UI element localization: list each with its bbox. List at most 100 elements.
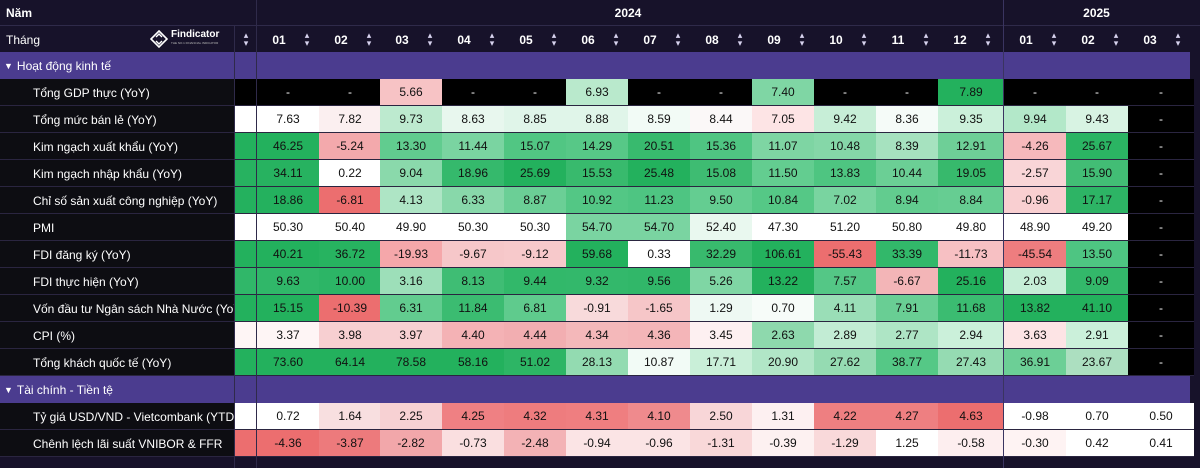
sort-arrows-icon[interactable]: ▴ ▾ [985,30,991,48]
data-cell[interactable]: 2.77 [876,322,938,349]
data-cell[interactable]: -0.39 [752,430,814,457]
data-cell[interactable]: 2.50 [690,403,752,430]
data-cell[interactable]: - [1128,106,1194,133]
data-cell[interactable]: 7.91 [876,295,938,322]
data-cell[interactable]: -1.65 [628,295,690,322]
data-cell[interactable]: 25.48 [628,160,690,187]
data-cell[interactable]: -3.87 [319,430,381,457]
data-cell[interactable]: 49.90 [380,214,442,241]
data-cell[interactable]: - [1128,241,1194,268]
data-cell[interactable]: 33.39 [876,241,938,268]
data-cell[interactable]: 9.42 [814,106,876,133]
data-cell[interactable]: 32.29 [690,241,752,268]
data-cell[interactable]: - [1128,133,1194,160]
data-cell[interactable]: 18.96 [442,160,504,187]
data-cell[interactable]: 0.22 [319,160,381,187]
month-header-2025-03[interactable]: 03 [1143,33,1157,47]
month-header-2024-06[interactable]: 06 [581,33,595,47]
caret-down-icon[interactable]: ▼ [4,61,13,71]
data-cell[interactable]: 52.40 [690,214,752,241]
data-cell[interactable]: 48.90 [1004,214,1066,241]
data-cell[interactable]: 50.30 [442,214,504,241]
data-cell[interactable]: 50.80 [876,214,938,241]
data-cell[interactable]: 7.40 [752,79,814,106]
label-sort-icon[interactable]: ▴ ▾ [243,30,249,48]
data-cell[interactable]: - [1004,79,1066,106]
data-cell[interactable]: 11.07 [752,133,814,160]
data-cell[interactable]: 8.39 [876,133,938,160]
sort-arrows-icon[interactable]: ▴ ▾ [675,30,681,48]
data-cell[interactable]: 0.70 [752,295,814,322]
data-cell[interactable]: 9.50 [690,187,752,214]
data-cell[interactable]: 78.58 [380,349,442,376]
data-cell[interactable]: 10.48 [814,133,876,160]
data-cell[interactable]: 3.37 [257,322,319,349]
data-cell[interactable]: 11.68 [938,295,1004,322]
data-cell[interactable]: 51.02 [504,349,566,376]
data-cell[interactable]: 4.27 [876,403,938,430]
data-cell[interactable]: 64.14 [319,349,381,376]
data-cell[interactable]: -0.91 [566,295,628,322]
month-header-2024-05[interactable]: 05 [519,33,533,47]
data-cell[interactable]: 9.32 [566,268,628,295]
data-cell[interactable]: 8.87 [504,187,566,214]
data-cell[interactable]: 50.30 [257,214,319,241]
data-cell[interactable]: -1.29 [814,430,876,457]
data-cell[interactable]: -4.36 [257,430,319,457]
data-cell[interactable]: 13.30 [380,133,442,160]
data-cell[interactable]: 38.77 [876,349,938,376]
data-cell[interactable]: 4.25 [442,403,504,430]
data-cell[interactable]: -6.81 [319,187,381,214]
data-cell[interactable]: 0.33 [628,241,690,268]
data-cell[interactable]: 5.66 [380,79,442,106]
data-cell[interactable]: 3.45 [690,322,752,349]
data-cell[interactable]: -5.24 [319,133,381,160]
data-cell[interactable]: 27.62 [814,349,876,376]
data-cell[interactable]: - [1128,349,1194,376]
data-cell[interactable]: - [319,79,381,106]
data-cell[interactable]: - [1128,79,1194,106]
sort-arrows-icon[interactable]: ▴ ▾ [1113,30,1119,48]
data-cell[interactable]: -9.67 [442,241,504,268]
data-cell[interactable]: -10.39 [319,295,381,322]
data-cell[interactable]: 4.22 [814,403,876,430]
data-cell[interactable]: - [1066,79,1128,106]
caret-down-icon[interactable]: ▼ [4,385,13,395]
data-cell[interactable]: 7.05 [752,106,814,133]
data-cell[interactable]: 36.91 [1004,349,1066,376]
data-cell[interactable]: 10.84 [752,187,814,214]
data-cell[interactable]: -0.30 [1004,430,1066,457]
data-cell[interactable]: 2.94 [938,322,1004,349]
data-cell[interactable]: 4.31 [566,403,628,430]
data-cell[interactable]: 6.81 [504,295,566,322]
data-cell[interactable]: - [442,79,504,106]
data-cell[interactable]: 47.30 [752,214,814,241]
data-cell[interactable]: - [1128,295,1194,322]
data-cell[interactable]: 9.44 [504,268,566,295]
data-cell[interactable]: 3.97 [380,322,442,349]
data-cell[interactable]: 54.70 [628,214,690,241]
data-cell[interactable]: 15.07 [504,133,566,160]
data-cell[interactable]: -0.96 [628,430,690,457]
data-cell[interactable]: 18.86 [257,187,319,214]
data-cell[interactable]: 9.09 [1066,268,1128,295]
data-cell[interactable]: 6.33 [442,187,504,214]
data-cell[interactable]: 36.72 [319,241,381,268]
data-cell[interactable]: 9.63 [257,268,319,295]
data-cell[interactable]: 2.63 [752,322,814,349]
data-cell[interactable]: 27.43 [938,349,1004,376]
data-cell[interactable]: 25.67 [1066,133,1128,160]
data-cell[interactable]: 4.32 [504,403,566,430]
data-cell[interactable]: 8.59 [628,106,690,133]
data-cell[interactable]: - [1128,160,1194,187]
data-cell[interactable]: 4.40 [442,322,504,349]
data-cell[interactable]: 4.44 [504,322,566,349]
data-cell[interactable]: 46.25 [257,133,319,160]
sort-arrows-icon[interactable]: ▴ ▾ [737,30,743,48]
data-cell[interactable]: 73.60 [257,349,319,376]
data-cell[interactable]: -2.48 [504,430,566,457]
data-cell[interactable]: 11.44 [442,133,504,160]
data-cell[interactable]: 4.34 [566,322,628,349]
data-cell[interactable]: 25.69 [504,160,566,187]
section-header[interactable]: ▼ Hoạt động kinh tế [4,59,111,73]
